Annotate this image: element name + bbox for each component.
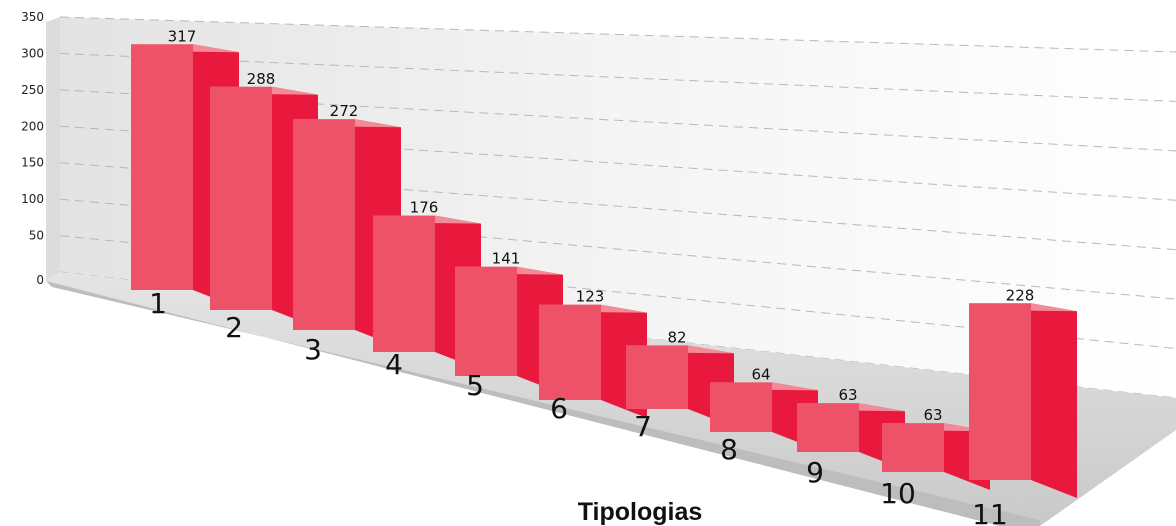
bar-6: 123: [539, 288, 647, 418]
gridline: [59, 52, 1176, 102]
category-label: 6: [550, 392, 568, 425]
category-label: 9: [806, 456, 824, 489]
floor-edge: [46, 281, 1040, 526]
category-label: 5: [466, 369, 484, 402]
category-label: 7: [634, 410, 652, 443]
bar-front: [293, 119, 355, 330]
value-label: 63: [923, 406, 942, 424]
value-label: 288: [247, 70, 276, 88]
y-tick-label: 50: [29, 229, 44, 243]
value-label: 64: [751, 365, 770, 383]
bar-front: [797, 403, 859, 452]
value-label: 228: [1006, 286, 1035, 304]
bar-side: [1031, 303, 1077, 498]
value-label: 317: [168, 27, 197, 45]
y-tick-label: 150: [21, 156, 44, 170]
y-tick-label: 200: [21, 119, 44, 133]
category-label: 2: [225, 311, 243, 344]
category-label: 11: [972, 498, 1008, 526]
wall-edge: [46, 17, 60, 281]
bar-front: [969, 303, 1031, 480]
bar-front: [373, 215, 435, 352]
bar-front: [710, 382, 772, 432]
bar-front: [131, 44, 193, 291]
value-label: 141: [492, 250, 521, 268]
y-tick-label: 0: [36, 273, 44, 287]
category-label: 4: [385, 348, 403, 381]
category-label: 10: [880, 477, 916, 510]
y-tick-label: 300: [21, 46, 44, 60]
value-label: 176: [410, 199, 439, 217]
bar-front: [539, 304, 601, 400]
category-label: 8: [720, 433, 738, 466]
bar-front: [210, 86, 272, 310]
value-label: 82: [667, 328, 686, 346]
bar-front: [626, 345, 688, 409]
y-tick-label: 250: [21, 83, 44, 97]
y-axis: 0 50 100 150 200 250 300 350: [21, 10, 44, 287]
category-label: 1: [149, 287, 167, 320]
gridline: [59, 16, 1176, 53]
value-label: 272: [330, 102, 359, 120]
x-axis-title: Tipologias: [578, 498, 703, 526]
y-tick-label: 100: [21, 192, 44, 206]
value-label: 123: [576, 288, 605, 306]
bar-front: [455, 266, 517, 376]
category-label: 3: [304, 333, 322, 366]
y-tick-label: 350: [21, 10, 44, 24]
bar-11: 228: [969, 286, 1077, 498]
bar-front: [882, 423, 944, 472]
value-label: 63: [838, 386, 857, 404]
